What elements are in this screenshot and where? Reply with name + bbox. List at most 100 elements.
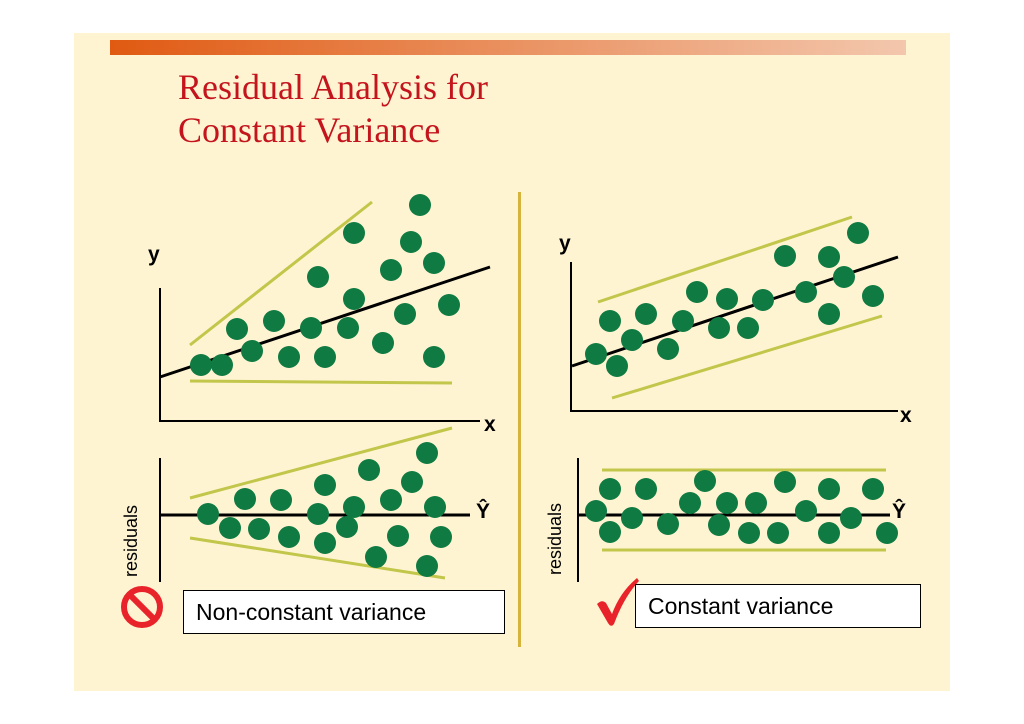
right-residual-point (621, 507, 643, 529)
right-residual-point (716, 492, 738, 514)
left-residual-plot (159, 426, 470, 582)
right-scatter-point (599, 310, 621, 332)
title-line-1: Residual Analysis for (178, 67, 488, 107)
right-residual-point (708, 514, 730, 536)
right-yhat-label: Ŷ (892, 500, 907, 523)
right-residual-point (599, 521, 621, 543)
left-scatter-point (343, 222, 365, 244)
left-residual-point (416, 555, 438, 577)
left-scatter-lower-band (189, 379, 453, 385)
left-residual-point (336, 516, 358, 538)
left-residual-point (234, 488, 256, 510)
right-scatter-point (585, 343, 607, 365)
left-residual-point (387, 525, 409, 547)
right-residual-point (599, 478, 621, 500)
right-scatter-point (686, 281, 708, 303)
right-scatter-point (774, 245, 796, 267)
left-residual-upper-band (189, 426, 453, 500)
left-residual-point (314, 532, 336, 554)
right-residual-point (738, 522, 760, 544)
left-residual-point (314, 474, 336, 496)
left-scatter-points (190, 194, 460, 376)
left-residual-points (197, 442, 452, 577)
right-residual-point (774, 471, 796, 493)
slide-title: Residual Analysis for Constant Variance (178, 66, 488, 152)
left-scatter-point (300, 317, 322, 339)
left-scatter-point (438, 294, 460, 316)
right-scatter-upper-band (597, 215, 853, 304)
right-scatter-point (635, 303, 657, 325)
panel-divider (518, 192, 521, 647)
left-residual-point (219, 517, 241, 539)
left-scatter-point (423, 252, 445, 274)
left-scatter-point (314, 346, 336, 368)
right-residual-point (862, 478, 884, 500)
right-residual-point (679, 492, 701, 514)
right-scatter-point (833, 266, 855, 288)
right-scatter-point (862, 285, 884, 307)
left-residuals-label: residuals (121, 504, 141, 577)
right-residual-point (795, 500, 817, 522)
left-scatter-point (423, 346, 445, 368)
right-residual-point (657, 513, 679, 535)
left-residual-point (430, 526, 452, 548)
right-scatter-point (621, 329, 643, 351)
left-y-axis-label: y (148, 243, 160, 266)
left-scatter-point (278, 346, 300, 368)
left-scatter-point (343, 288, 365, 310)
left-scatter-point (409, 194, 431, 216)
right-scatter-axes (570, 262, 898, 412)
right-x-axis-label: x (900, 404, 912, 427)
left-scatter-point (400, 231, 422, 253)
left-scatter-point (190, 354, 212, 376)
right-residual-points (585, 470, 898, 544)
left-scatter-point (337, 317, 359, 339)
left-residual-point (358, 459, 380, 481)
right-residual-point (767, 522, 789, 544)
left-residual-point (380, 489, 402, 511)
right-scatter-point (708, 317, 730, 339)
right-scatter-points (585, 222, 884, 377)
right-residual-plot (577, 458, 898, 582)
left-scatter-upper-band (189, 200, 373, 347)
left-residual-point (270, 489, 292, 511)
right-scatter-point (795, 281, 817, 303)
left-scatter-point (226, 318, 248, 340)
left-residual-point (416, 442, 438, 464)
left-residual-lower-band (189, 536, 446, 580)
left-residual-point (401, 471, 423, 493)
right-y-axis-label: y (559, 232, 571, 255)
right-scatter-point (716, 288, 738, 310)
right-scatter-lower-band (611, 314, 883, 400)
right-residual-point (818, 478, 840, 500)
title-line-2: Constant Variance (178, 110, 441, 150)
left-scatter-axes (159, 288, 480, 422)
right-scatter-point (847, 222, 869, 244)
right-scatter-point (606, 355, 628, 377)
title-accent-bar (110, 40, 906, 55)
left-scatter-point (241, 340, 263, 362)
right-scatter-point (752, 289, 774, 311)
left-yhat-label: Ŷ (476, 500, 491, 523)
left-scatter-point (372, 332, 394, 354)
left-caption-box: Non-constant variance (183, 590, 505, 634)
prohibited-icon (121, 586, 163, 628)
left-residual-point (424, 496, 446, 518)
right-scatter-plot (570, 215, 899, 412)
left-scatter-point (263, 310, 285, 332)
left-scatter-point (211, 354, 233, 376)
left-residual-point (278, 526, 300, 548)
right-residual-point (635, 478, 657, 500)
checkmark-icon (597, 578, 639, 626)
left-residual-point (365, 546, 387, 568)
left-residual-point (343, 496, 365, 518)
right-scatter-point (672, 310, 694, 332)
left-scatter-point (394, 303, 416, 325)
left-scatter-plot (159, 194, 491, 422)
right-scatter-point (818, 303, 840, 325)
left-residual-point (197, 503, 219, 525)
right-scatter-point (657, 338, 679, 360)
left-x-axis-label: x (484, 413, 496, 436)
right-residual-point (745, 492, 767, 514)
